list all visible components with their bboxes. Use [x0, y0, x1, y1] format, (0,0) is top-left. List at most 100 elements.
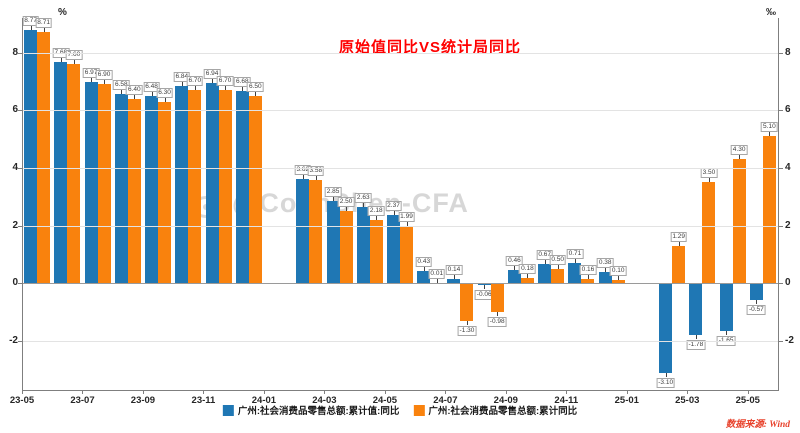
label-leader [527, 274, 529, 279]
data-label: 0.38 [596, 258, 614, 269]
label-leader [769, 132, 771, 137]
label-leader [30, 26, 32, 31]
bar [598, 272, 612, 284]
data-label: 0.43 [415, 256, 433, 267]
label-leader [43, 28, 45, 33]
y-tick-left [18, 110, 22, 112]
y-axis-label: 2 [12, 219, 18, 231]
x-tick [566, 390, 568, 394]
bar [520, 278, 534, 284]
label-leader [574, 258, 576, 263]
data-label: 0.10 [609, 266, 627, 277]
x-tick [22, 390, 23, 394]
bar [689, 283, 703, 335]
label-leader [423, 266, 425, 271]
bar [145, 96, 159, 284]
data-label: 7.60 [65, 50, 83, 61]
label-leader [544, 259, 546, 264]
bar [732, 159, 746, 284]
data-label: 3.58 [307, 166, 325, 177]
label-leader [181, 82, 183, 87]
label-leader [726, 330, 728, 335]
data-label: 1.29 [670, 232, 687, 243]
data-label: 8.71 [35, 18, 52, 29]
data-label: 0.01 [428, 269, 446, 279]
data-label: 4.30 [730, 145, 748, 156]
y-tick-right [779, 340, 783, 342]
label-leader [453, 275, 455, 280]
bar [67, 64, 81, 284]
gridline [22, 110, 778, 112]
data-label: 0.14 [445, 265, 463, 276]
legend-label: 广州:社会消费品零售总额:累计同比 [428, 406, 578, 417]
x-tick [142, 390, 144, 394]
label-leader [484, 285, 486, 290]
data-label: 6.90 [95, 70, 113, 81]
y-axis-label: -2 [785, 334, 794, 346]
label-leader [376, 216, 378, 221]
label-leader [333, 197, 335, 202]
label-leader [363, 203, 365, 208]
y-tick-left [18, 52, 22, 54]
bar [749, 283, 763, 300]
x-axis [22, 390, 779, 391]
label-leader [587, 274, 589, 279]
data-label: -0.98 [487, 316, 507, 327]
bar [568, 262, 582, 284]
bar [235, 90, 249, 284]
bar [339, 211, 353, 284]
x-axis-label: 25-01 [614, 395, 639, 406]
y-axis-left [22, 18, 23, 390]
data-label: 5.10 [761, 122, 778, 133]
x-tick [324, 390, 326, 394]
bar [538, 263, 552, 284]
data-label: 2.50 [337, 197, 355, 208]
bar [205, 83, 219, 284]
label-leader [756, 299, 758, 304]
data-label: 6.40 [126, 84, 143, 95]
x-axis-label: 23-09 [130, 395, 156, 406]
data-label: 0.16 [579, 264, 597, 275]
data-label: -1.65 [716, 335, 736, 346]
label-leader [315, 176, 317, 181]
data-label: 0.46 [506, 256, 523, 267]
label-leader [557, 264, 559, 269]
bar [309, 180, 323, 284]
data-source-note: 数据来源: Wind [725, 420, 790, 430]
data-label: 0.18 [519, 264, 536, 275]
y-tick-left [18, 167, 22, 169]
x-tick [747, 390, 749, 394]
bar [127, 98, 141, 284]
y-tick-right [779, 283, 783, 285]
y-axis-label: 8 [12, 46, 18, 58]
y-axis-label: 6 [785, 104, 791, 116]
x-tick [203, 390, 205, 394]
x-axis-label: 23-07 [70, 395, 95, 406]
gridline [22, 167, 778, 169]
label-leader [104, 80, 106, 85]
bar [672, 246, 686, 284]
x-tick [263, 390, 265, 394]
data-label: -0.57 [746, 304, 766, 315]
label-leader [695, 334, 697, 339]
y-tick-left [18, 225, 22, 227]
data-label: 6.50 [246, 81, 264, 92]
y-axis-label: 6 [12, 104, 18, 116]
y-axis-label: 0 [785, 277, 791, 289]
bar [507, 270, 521, 284]
label-leader [151, 92, 153, 97]
data-label: -1.78 [686, 339, 706, 350]
x-axis-label: 23-05 [9, 395, 35, 406]
label-leader [60, 57, 62, 62]
data-label: 0.71 [566, 248, 584, 259]
bar [551, 268, 565, 284]
y-axis-label: 4 [12, 161, 18, 173]
label-leader [225, 86, 227, 91]
gridline [22, 340, 778, 342]
bar [417, 270, 431, 284]
label-leader [164, 97, 166, 102]
label-leader [497, 311, 499, 316]
bar [356, 207, 370, 284]
data-label: 3.50 [700, 168, 718, 179]
